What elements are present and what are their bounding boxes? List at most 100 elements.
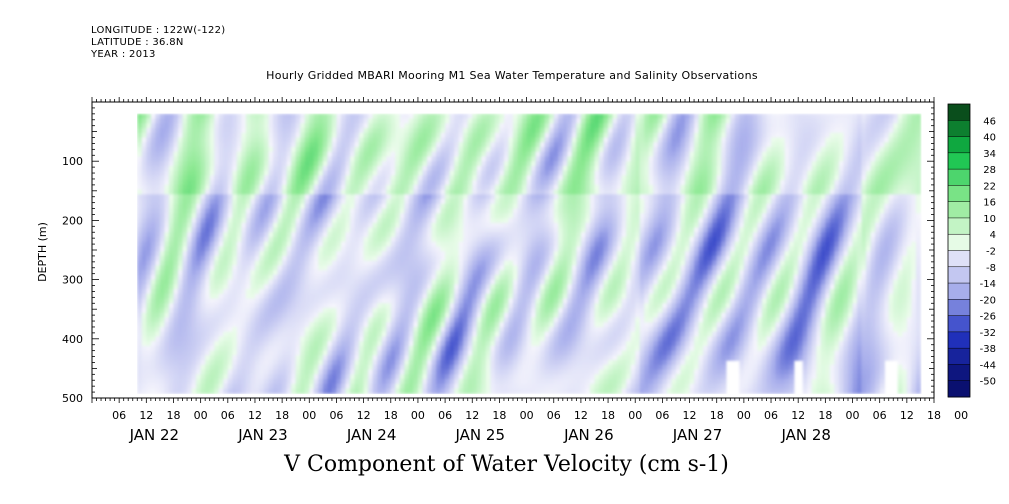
heatmap-cell [304, 199, 310, 205]
heatmap-cell [205, 213, 211, 219]
heatmap-cell [214, 251, 220, 257]
heatmap-cell [454, 345, 460, 352]
heatmap-cell [205, 317, 211, 323]
heatmap-cell [476, 132, 482, 139]
heatmap-cell [363, 184, 369, 191]
heatmap-cell [476, 213, 482, 219]
heatmap-cell [422, 341, 428, 347]
heatmap-cell [345, 374, 351, 380]
heatmap-cell [277, 156, 283, 162]
heatmap-cell [363, 374, 369, 380]
heatmap-cell [449, 374, 455, 380]
heatmap-cell [250, 303, 256, 309]
heatmap-cell [436, 270, 442, 276]
heatmap-cell [318, 341, 324, 347]
heatmap-cell [146, 123, 152, 129]
heatmap-cell [182, 317, 188, 323]
heatmap-cell [218, 194, 224, 200]
heatmap-cell [440, 123, 446, 129]
heatmap-cell [291, 350, 297, 356]
heatmap-cell [449, 355, 455, 361]
heatmap-cell [178, 383, 184, 390]
heatmap-cell [503, 128, 510, 134]
heatmap-cell [173, 161, 179, 167]
heatmap-cell [454, 170, 460, 177]
heatmap-cell [304, 151, 310, 158]
heatmap-cell [436, 218, 442, 224]
heatmap-cell [282, 284, 288, 290]
heatmap-cell [494, 128, 501, 134]
heatmap-cell [214, 360, 220, 366]
heatmap-cell [508, 317, 514, 323]
heatmap-cell [467, 341, 473, 347]
heatmap-cell [404, 151, 410, 158]
heatmap-cell [481, 260, 487, 266]
heatmap-cell [499, 274, 505, 281]
heatmap-cell [150, 175, 156, 181]
heatmap-cell [449, 184, 455, 191]
heatmap-cell [331, 274, 338, 281]
heatmap-cell [264, 246, 270, 252]
heatmap-cell [232, 298, 238, 304]
heatmap-cell [273, 383, 279, 390]
heatmap-cell [517, 146, 523, 153]
heatmap-cell [218, 303, 224, 309]
heatmap-cell [268, 255, 274, 262]
heatmap-cell [485, 156, 491, 162]
heatmap-cell [137, 137, 143, 143]
heatmap-cell [232, 331, 238, 338]
heatmap-cell [245, 203, 252, 210]
heatmap-cell [205, 246, 211, 252]
heatmap-cell [295, 298, 301, 304]
heatmap-cell [159, 379, 166, 385]
heatmap-cell [277, 303, 283, 309]
heatmap-cell [368, 246, 374, 252]
heatmap-cell [345, 222, 351, 229]
heatmap-cell [254, 293, 261, 300]
heatmap-cell [182, 388, 188, 394]
heatmap-cell [395, 341, 401, 347]
heatmap-cell [146, 274, 152, 281]
heatmap-cell [291, 383, 297, 390]
heatmap-cell [363, 241, 369, 248]
heatmap-cell [331, 118, 338, 124]
heatmap-cell [408, 208, 415, 214]
heatmap-cell [426, 113, 433, 120]
heatmap-cell [178, 341, 184, 347]
heatmap-cell [467, 374, 473, 380]
heatmap-cell [476, 255, 482, 262]
heatmap-cell [503, 345, 510, 352]
heatmap-cell [137, 156, 143, 162]
heatmap-cell [286, 293, 292, 300]
heatmap-cell [499, 156, 505, 162]
heatmap-cell [485, 293, 491, 300]
heatmap-cell [259, 331, 265, 338]
heatmap-cell [322, 118, 328, 124]
heatmap-cell [164, 374, 170, 380]
heatmap-cell [481, 284, 487, 290]
heatmap-cell [490, 279, 496, 285]
heatmap-cell [440, 364, 446, 371]
heatmap-cell [390, 265, 396, 271]
heatmap-cell [164, 388, 170, 394]
heatmap-cell [354, 180, 360, 186]
heatmap-cell [282, 213, 288, 219]
heatmap-cell [168, 137, 175, 143]
heatmap-cell [232, 246, 238, 252]
heatmap-cell [458, 383, 464, 390]
heatmap-cell [178, 151, 184, 158]
heatmap-cell [372, 274, 378, 281]
heatmap-cell [454, 118, 460, 124]
heatmap-cell [467, 303, 473, 309]
heatmap-cell [336, 255, 342, 262]
heatmap-cell [205, 199, 211, 205]
heatmap-cell [368, 293, 374, 300]
heatmap-cell [331, 308, 338, 314]
heatmap-cell [340, 322, 347, 328]
heatmap-cell [481, 199, 487, 205]
heatmap-cell [426, 246, 433, 252]
heatmap-cell [236, 255, 242, 262]
heatmap-cell [141, 208, 147, 214]
heatmap-cell [499, 137, 505, 143]
heatmap-cell [350, 170, 356, 177]
